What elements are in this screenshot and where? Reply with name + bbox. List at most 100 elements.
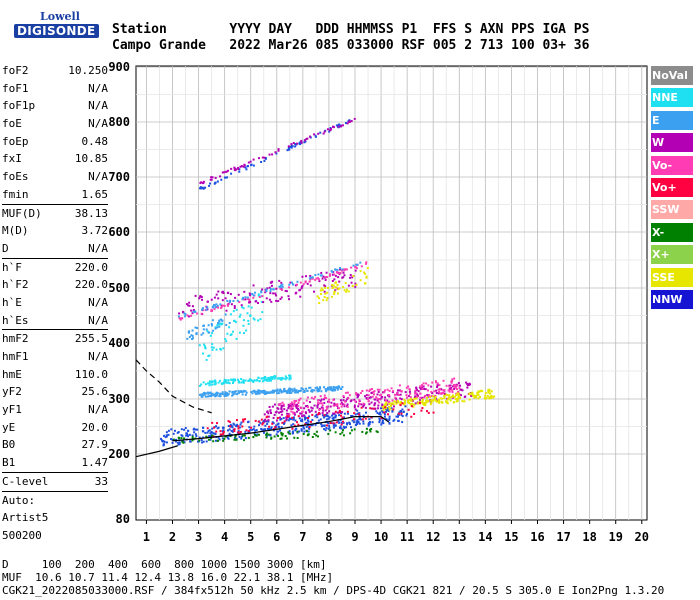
echo-point xyxy=(328,426,331,429)
echo-point xyxy=(243,163,246,166)
echo-point xyxy=(237,431,240,434)
echo-point xyxy=(174,438,177,441)
echo-point xyxy=(362,404,365,407)
echo-point xyxy=(217,323,220,326)
echo-point xyxy=(425,410,428,413)
echo-point xyxy=(252,390,255,393)
echo-point xyxy=(295,399,298,402)
y-tick-label: 200 xyxy=(108,447,130,461)
echo-point xyxy=(385,402,388,405)
echo-point xyxy=(244,430,247,433)
echo-point xyxy=(210,436,213,439)
echo-point xyxy=(375,430,378,433)
echo-point xyxy=(378,398,381,401)
echo-point xyxy=(343,427,346,430)
echo-point xyxy=(212,346,215,349)
echo-point xyxy=(279,437,282,440)
echo-point xyxy=(380,407,383,410)
echo-point xyxy=(236,423,239,426)
echo-point xyxy=(318,302,321,305)
echo-point xyxy=(373,404,376,407)
echo-point xyxy=(199,186,202,189)
echo-point xyxy=(295,427,298,430)
echo-point xyxy=(170,438,173,441)
echo-point xyxy=(228,322,231,325)
param-name: fmin xyxy=(2,187,29,201)
echo-point xyxy=(239,430,242,433)
echo-point xyxy=(367,398,370,401)
echo-point xyxy=(284,378,287,381)
param-name: MUF(D) xyxy=(2,206,42,220)
echo-point xyxy=(267,419,270,422)
echo-point xyxy=(328,401,331,404)
echo-point xyxy=(322,424,325,427)
param-value: 110.0 xyxy=(74,367,108,381)
echo-point xyxy=(247,305,250,308)
param-name: h`F xyxy=(2,260,22,274)
echo-point xyxy=(306,282,309,285)
echo-point xyxy=(258,295,261,298)
echo-point xyxy=(400,413,403,416)
echo-point xyxy=(408,401,411,404)
echo-point xyxy=(455,392,458,395)
echo-point xyxy=(277,430,280,433)
echo-point xyxy=(280,437,283,440)
echo-point xyxy=(282,390,285,393)
echo-point xyxy=(362,414,365,417)
echo-point xyxy=(289,389,292,392)
echo-point xyxy=(428,394,431,397)
echo-point xyxy=(213,380,216,383)
echo-point xyxy=(257,389,260,392)
echo-point xyxy=(456,392,459,395)
echo-point xyxy=(341,124,344,127)
echo-point xyxy=(457,392,460,395)
param-separator xyxy=(2,490,108,492)
echo-point xyxy=(272,422,275,425)
echo-point xyxy=(172,432,175,435)
echo-point xyxy=(328,398,331,401)
echo-point xyxy=(204,186,207,189)
param-name: yF1 xyxy=(2,403,22,417)
param-row: fxI 10.85 xyxy=(2,150,108,168)
echo-point xyxy=(415,389,418,392)
echo-point xyxy=(286,416,289,419)
echo-point xyxy=(388,419,391,422)
echo-point xyxy=(165,435,168,438)
echo-point xyxy=(250,379,253,382)
echo-point xyxy=(401,415,404,418)
echo-point xyxy=(397,412,400,415)
echo-point xyxy=(393,418,396,421)
echo-point xyxy=(279,388,282,391)
echo-point xyxy=(221,391,224,394)
echo-point xyxy=(388,408,391,411)
echo-point xyxy=(225,340,228,343)
echo-point xyxy=(319,289,322,292)
echo-point xyxy=(314,278,317,281)
echo-point xyxy=(289,391,292,394)
echo-point xyxy=(283,390,286,393)
echo-point xyxy=(309,386,312,389)
echo-point xyxy=(354,285,357,288)
echo-point xyxy=(219,347,222,350)
echo-point xyxy=(300,287,303,290)
param-name: fxI xyxy=(2,152,22,166)
echo-point xyxy=(225,309,228,312)
echo-point xyxy=(329,128,332,131)
echo-point xyxy=(331,283,334,286)
param-value: N/A xyxy=(88,81,108,95)
echo-point xyxy=(343,416,346,419)
echo-point xyxy=(176,431,179,434)
echo-point xyxy=(198,344,201,347)
param-value: 20.0 xyxy=(81,420,109,434)
legend-item: X- xyxy=(651,222,693,242)
echo-point xyxy=(376,412,379,415)
echo-point xyxy=(355,421,358,424)
echo-point xyxy=(388,415,391,418)
echo-point xyxy=(381,391,384,394)
echo-point xyxy=(337,407,340,410)
echo-point xyxy=(349,432,352,435)
echo-point xyxy=(317,297,320,300)
echo-point xyxy=(291,416,294,419)
echo-point xyxy=(315,277,318,280)
echo-point xyxy=(269,376,272,379)
